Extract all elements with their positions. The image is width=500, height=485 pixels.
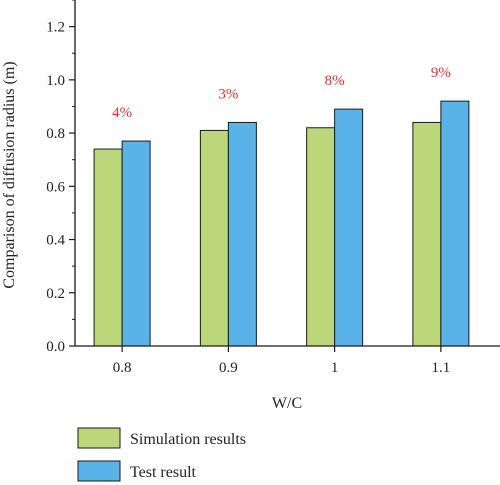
legend: Simulation results Test result: [77, 427, 246, 482]
bars-group: [93, 100, 470, 347]
x-tick-label-2: 1: [331, 360, 339, 376]
percent-labels-group: 4% 3% 8% 9%: [112, 65, 451, 121]
bar-test-1: [227, 121, 257, 347]
legend-swatch-test: [77, 460, 121, 482]
bar-test-0: [121, 140, 151, 347]
legend-swatch-simulation: [77, 427, 121, 449]
legend-label-simulation: Simulation results: [130, 431, 246, 448]
bar-simulation-3: [412, 121, 442, 347]
y-tick-label-3: 0.6: [46, 179, 65, 195]
percent-label-3: 9%: [431, 65, 451, 81]
y-tick-label-1: 0.2: [46, 286, 65, 302]
x-tick-label-1: 0.9: [219, 360, 238, 376]
x-tick-label-3: 1.1: [432, 360, 451, 376]
percent-label-0: 4%: [112, 105, 132, 121]
x-tick-label-0: 0.8: [113, 360, 132, 376]
y-tick-label-0: 0.0: [46, 339, 65, 355]
bar-test-3: [440, 100, 470, 347]
legend-label-test: Test result: [130, 464, 197, 481]
bar-test-2: [334, 108, 364, 347]
x-axis-label: W/C: [272, 395, 302, 412]
bar-simulation-1: [199, 129, 229, 347]
bar-simulation-0: [93, 148, 123, 347]
x-ticks-group: 0.8 0.9 1 1.1: [113, 346, 451, 376]
percent-label-2: 8%: [325, 73, 345, 89]
y-tick-label-2: 0.4: [46, 233, 65, 249]
y-axis-label: Comparison of diffusion radius (m): [1, 61, 18, 288]
y-tick-label-4: 0.8: [46, 126, 65, 142]
bar-simulation-2: [306, 127, 336, 347]
y-tick-label-6: 1.2: [46, 20, 65, 36]
y-tick-label-5: 1.0: [46, 73, 65, 89]
y-ticks-group: 0.0 0.2 0.4 0.6 0.8 1.0 1.2: [46, 0, 75, 355]
percent-label-1: 3%: [218, 86, 238, 102]
axes-group: [74, 0, 500, 347]
